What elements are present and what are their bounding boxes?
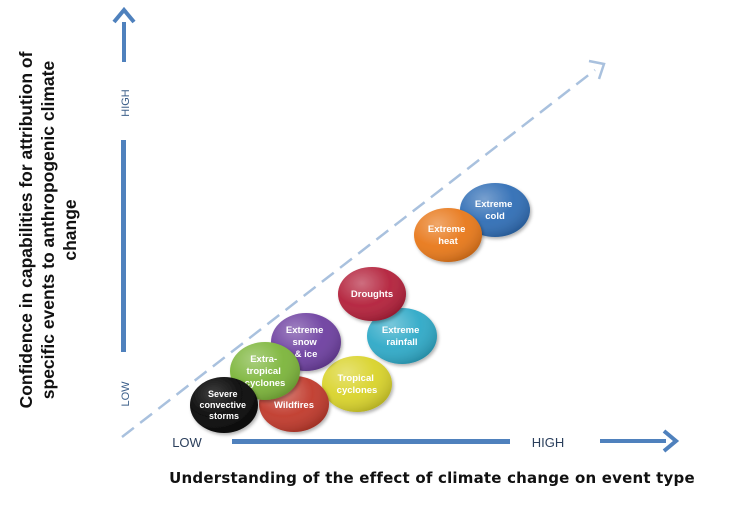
bubble-label-line: Tropical	[337, 373, 373, 384]
bubble-label-wildfires: Wildfires	[274, 400, 314, 411]
bubble-label-line: tropical	[247, 366, 281, 377]
bubble-label-tropical-cyclones: Tropical cyclones	[337, 373, 378, 396]
bubble-label-line: cyclones	[245, 378, 286, 389]
bubble-label-line: Extreme	[428, 224, 466, 235]
bubble-tropical-cyclones: Tropical cyclones	[322, 356, 392, 412]
bubble-label-droughts: Droughts	[351, 289, 393, 300]
bubble-droughts: Droughts	[338, 267, 406, 321]
x-axis-low-label: LOW	[172, 435, 202, 450]
bubble-label-extreme-heat: Extreme heat	[428, 224, 468, 247]
bubble-severe-convective-storms: Severe convective storms	[190, 377, 258, 433]
bubble-label-extreme-rainfall: Extreme rainfall	[382, 325, 422, 348]
y-axis-arrowhead	[112, 6, 136, 24]
diagonal-arrowhead	[588, 59, 606, 80]
x-axis-arrowhead	[662, 429, 680, 453]
bubble-label-line: Wildfires	[274, 400, 314, 411]
bubble-label-line: Droughts	[351, 289, 393, 300]
bubble-label-line: Severe	[208, 389, 238, 399]
bubble-label-line: cyclones	[337, 385, 378, 396]
bubble-label-extra-tropical-cyclones: Extra- tropical cyclones	[245, 354, 286, 389]
y-axis-low-label: LOW	[120, 381, 132, 407]
y-axis-line	[121, 140, 126, 352]
bubble-extreme-rainfall: Extreme rainfall	[367, 308, 437, 364]
x-axis-title-text: Understanding of the effect of climate c…	[169, 469, 695, 487]
bubble-label-line: convective	[199, 400, 246, 410]
bubble-label-extreme-snow-ice: Extreme snow & ice	[286, 325, 326, 360]
y-axis-high-label: HIGH	[120, 89, 132, 117]
x-axis-arrow-shaft	[600, 439, 666, 443]
bubble-label-line: cold	[485, 211, 505, 222]
x-axis-title: Understanding of the effect of climate c…	[0, 469, 754, 487]
diagonal-dashed-line	[121, 69, 596, 438]
x-axis-high-label: HIGH	[532, 435, 565, 450]
bubble-extreme-heat: Extreme heat	[414, 208, 482, 262]
bubble-label-line: Extreme	[475, 199, 513, 210]
bubble-label-extreme-cold: Extreme cold	[475, 199, 515, 222]
bubble-label-line: storms	[209, 411, 239, 421]
bubble-label-severe-convective-storms: Severe convective storms	[199, 389, 248, 421]
bubble-label-line: Extreme	[382, 325, 420, 336]
bubble-label-line: Extra-	[250, 354, 277, 365]
y-axis-arrow-shaft	[122, 22, 126, 62]
bubble-label-line: Extreme	[286, 325, 324, 336]
x-axis-line	[232, 439, 510, 444]
bubble-label-line: snow	[293, 337, 318, 348]
bubble-label-line: rainfall	[386, 337, 417, 348]
bubble-label-line: & ice	[295, 349, 318, 360]
bubble-label-line: heat	[438, 236, 458, 247]
